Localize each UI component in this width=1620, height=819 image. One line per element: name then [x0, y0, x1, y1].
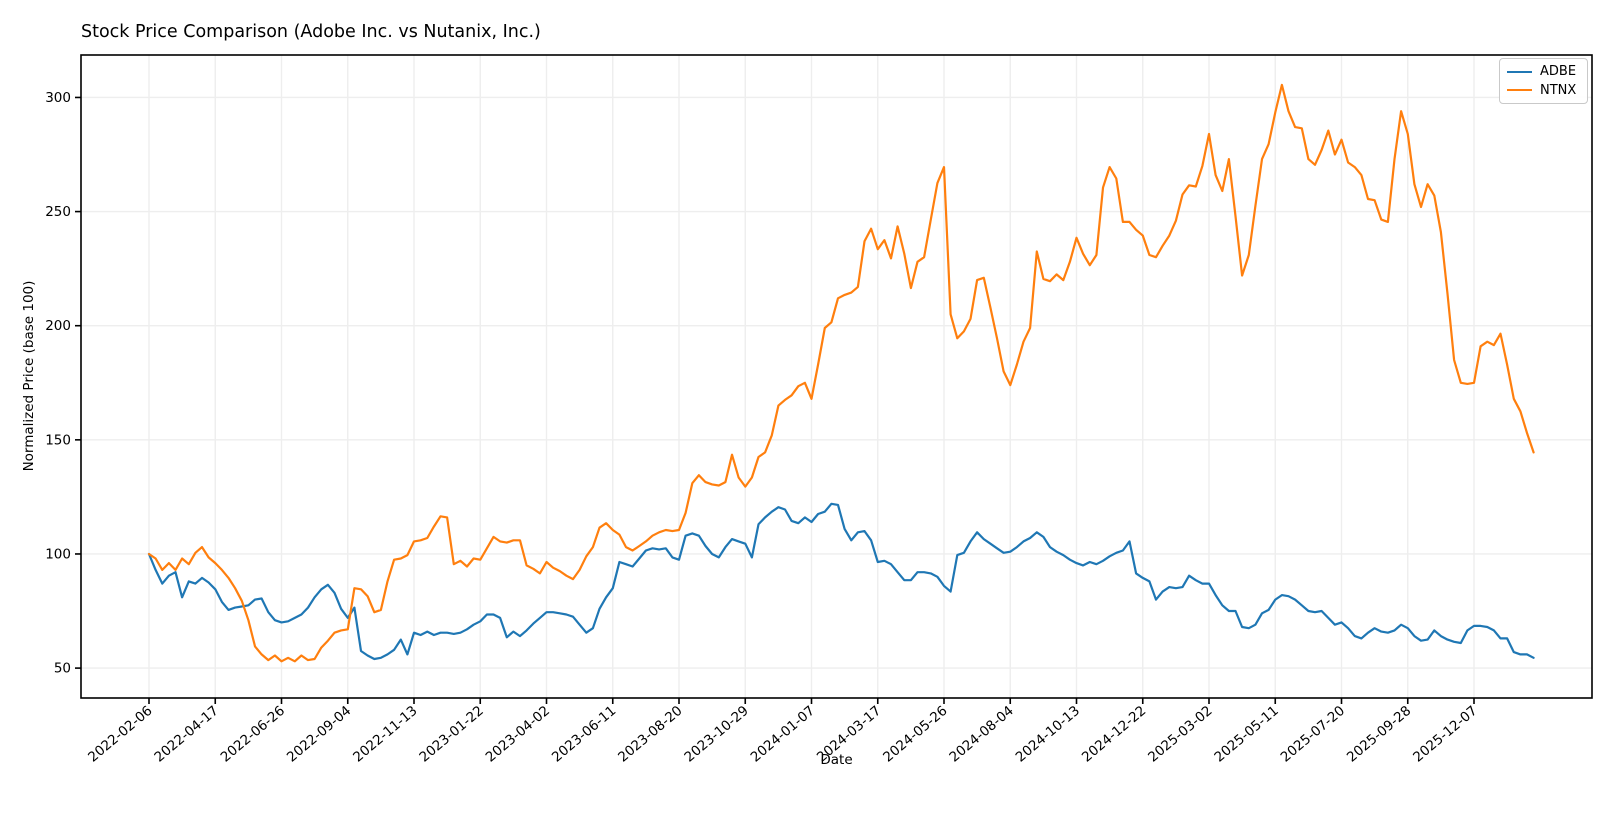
y-tick-label: 200: [45, 318, 71, 334]
legend-line-adbe-icon: [1507, 70, 1532, 73]
series-line-adbe: [147, 502, 1535, 661]
y-tick-label: 150: [45, 432, 71, 448]
tick-labels: 2022-02-062022-04-172022-06-262022-09-04…: [45, 90, 1480, 766]
legend-label-adbe: ADBE: [1540, 64, 1577, 80]
x-axis-label: Date: [820, 752, 853, 768]
axes-spines: [80, 54, 1593, 699]
y-tick-label: 100: [45, 546, 71, 562]
legend: ADBE NTNX: [1499, 58, 1588, 104]
legend-item-adbe: ADBE: [1507, 64, 1581, 79]
y-tick-label: 250: [45, 204, 71, 220]
legend-item-ntnx: NTNX: [1507, 83, 1581, 98]
legend-label-ntnx: NTNX: [1540, 82, 1577, 98]
gridlines: [81, 55, 1592, 698]
y-axis-label: Normalized Price (base 100): [21, 280, 37, 472]
tick-marks: [75, 96, 1475, 704]
chart-title: Stock Price Comparison (Adobe Inc. vs Nu…: [81, 22, 541, 42]
series-line-ntnx: [147, 83, 1535, 663]
y-tick-label: 50: [54, 661, 71, 677]
y-tick-label: 300: [45, 90, 71, 106]
legend-line-ntnx-icon: [1507, 89, 1532, 92]
